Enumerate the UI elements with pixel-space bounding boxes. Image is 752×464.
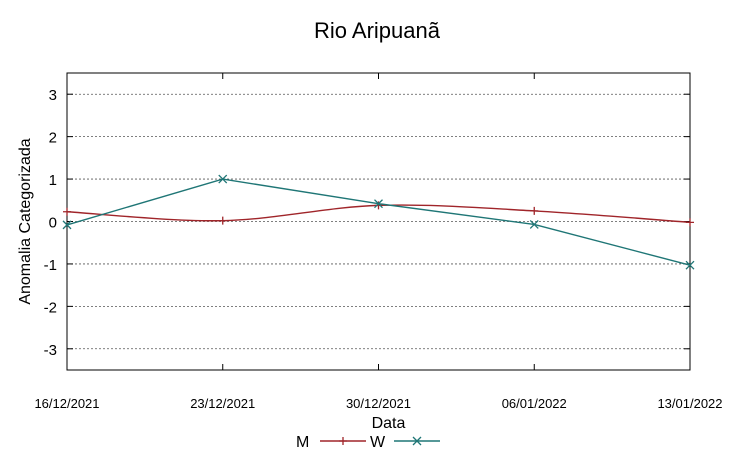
y-tick-label: 1 (49, 172, 57, 189)
series-lines (66, 178, 691, 266)
data-point-w (685, 260, 695, 270)
y-tick-label: 0 (49, 215, 57, 232)
x-axis-label: Data (372, 415, 406, 432)
axes: 3 2 1 0 -1 -2 -3 16/12/2021 23/12/2021 30/12/2021… (34, 72, 723, 411)
x-tick-label: 23/12/2021 (190, 396, 255, 411)
x-tick-label: 30/12/2021 (346, 396, 411, 411)
x-tick-label: 16/12/2021 (34, 396, 99, 411)
legend-marker-w (412, 436, 422, 446)
grid-lines (67, 93, 690, 350)
data-point-w (529, 220, 539, 229)
data-point-w (62, 220, 72, 230)
y-tick-label: 3 (49, 87, 57, 104)
data-point-m (63, 207, 71, 216)
legend-label-w: W (370, 434, 386, 451)
data-point-m (374, 201, 383, 210)
data-point-m (686, 218, 694, 227)
chart-title: Rio Aripuanã (314, 18, 441, 43)
x-tick-label: 13/01/2022 (657, 396, 722, 411)
data-point-m (218, 216, 227, 225)
legend-label-m: M (296, 434, 309, 451)
series-line-w (66, 178, 691, 266)
data-point-m (530, 206, 539, 215)
x-tick-label: 06/01/2022 (502, 396, 567, 411)
data-point-w (218, 174, 228, 184)
series-markers (62, 174, 695, 270)
y-tick-label: -2 (44, 299, 57, 316)
data-point-w (374, 199, 383, 209)
y-axis-label: Anomalia Categorizada (17, 138, 34, 304)
y-tick-label: 2 (49, 130, 57, 147)
legend-marker-m (339, 437, 347, 445)
y-tick-label: -3 (44, 342, 57, 359)
y-tick-label: -1 (44, 257, 57, 274)
